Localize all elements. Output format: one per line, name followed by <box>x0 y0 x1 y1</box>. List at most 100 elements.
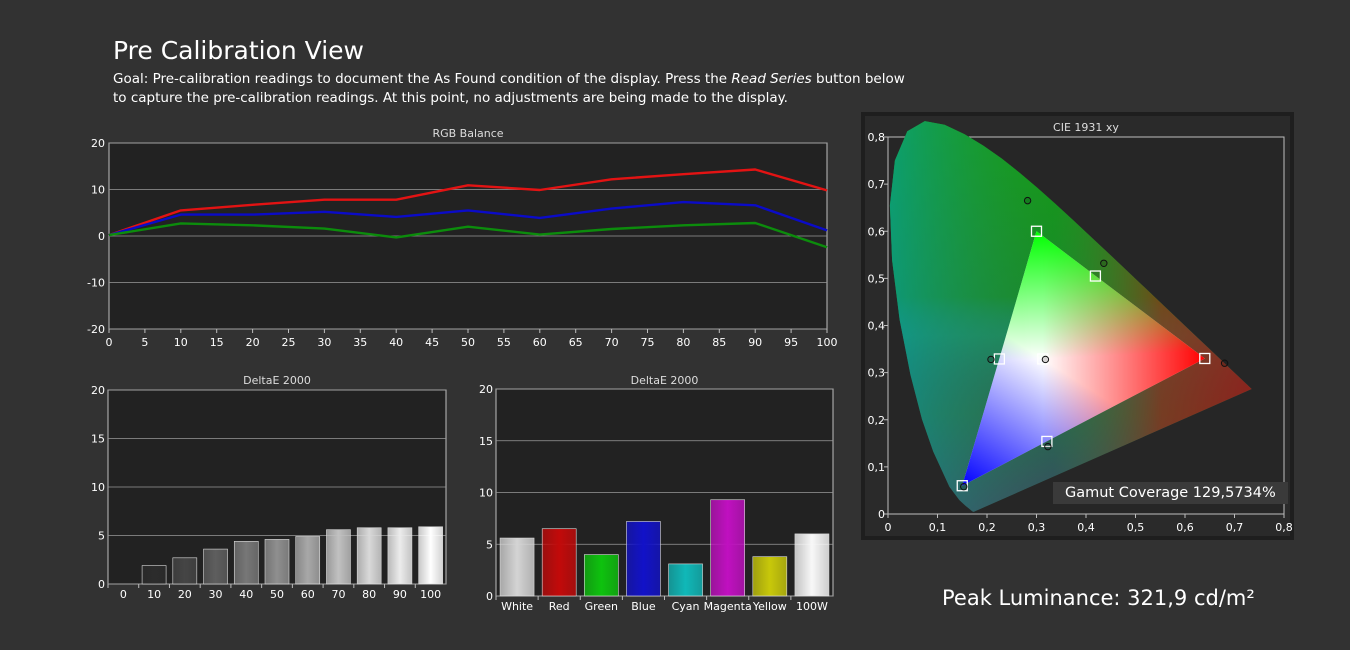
x-tick-label: 55 <box>497 336 511 349</box>
cie-1931-chart: CIE 1931 xy 0,8 0,7 0,6 0,5 0,4 0,3 0,2 0,1 0 0 0,1… <box>861 112 1294 540</box>
y-tick-label: -20 <box>87 323 105 336</box>
x-tick-label: 0,7 <box>1226 521 1244 534</box>
y-tick-label: 10 <box>479 487 493 500</box>
bar-40 <box>233 541 259 585</box>
x-tick-label: Red <box>549 600 570 613</box>
x-tick-label: 0,6 <box>1176 521 1194 534</box>
goal-description: Goal: Pre-calibration readings to docume… <box>113 70 913 108</box>
target-red <box>1199 352 1211 365</box>
measured-magenta <box>1044 442 1052 451</box>
x-tick-label: 45 <box>425 336 439 349</box>
bar-magenta <box>710 499 745 597</box>
bar-20 <box>172 557 198 585</box>
x-tick-label: 0 <box>885 521 892 534</box>
bar-cyan <box>668 563 703 597</box>
x-tick-label: 10 <box>174 336 188 349</box>
x-tick-label: 35 <box>353 336 367 349</box>
bar-yellow <box>752 556 788 597</box>
series-line-2 <box>108 221 828 249</box>
y-tick-label: 15 <box>91 433 105 446</box>
bar-blue <box>626 521 661 597</box>
measured-green <box>1023 196 1032 205</box>
x-tick-label: 0 <box>106 336 113 349</box>
target-white <box>1037 353 1049 365</box>
gamut-triangle-blue <box>962 231 1205 486</box>
deltae-color-svg: DeltaE 2000 20 15 10 5 0 White Red Green Blue Cyan… <box>479 374 834 613</box>
y-tick-label: 20 <box>91 384 105 397</box>
bar-100 <box>418 526 443 585</box>
x-tick-label: Magenta <box>704 600 752 613</box>
measured-blue <box>960 482 968 491</box>
bar-green <box>584 554 619 597</box>
chart-title: DeltaE 2000 <box>243 374 311 387</box>
x-tick-label: 100 <box>420 588 441 601</box>
target-magenta <box>1041 435 1053 448</box>
cie-1931-svg: CIE 1931 xy 0,8 0,7 0,6 0,5 0,4 0,3 0,2 0,1 00 0,1… <box>868 121 1293 534</box>
x-tick-label: 100W <box>796 600 828 613</box>
y-tick-label: 0,4 <box>868 320 886 333</box>
x-tick-label: 70 <box>605 336 619 349</box>
goal-text-end: button below to capture the pre-calibrat… <box>113 71 905 106</box>
y-tick-label: 0 <box>878 508 885 521</box>
x-tick-label: 5 <box>141 336 148 349</box>
y-tick-label: 0,5 <box>868 272 886 285</box>
chart-title: CIE 1931 xy <box>1053 121 1119 134</box>
bar-90 <box>387 527 413 585</box>
y-tick-label: 0,2 <box>868 414 886 427</box>
x-tick-label: 85 <box>712 336 726 349</box>
x-tick-label: 60 <box>533 336 547 349</box>
x-tick-label: 95 <box>784 336 798 349</box>
x-tick-label: 65 <box>569 336 583 349</box>
x-tick-label: Green <box>585 600 618 613</box>
y-tick-label: -10 <box>87 277 105 290</box>
x-tick-label: 15 <box>210 336 224 349</box>
x-tick-label: Cyan <box>672 600 700 613</box>
peak-luminance-label: Peak Luminance: 321,9 cd/m² <box>942 586 1255 610</box>
x-tick-label: 40 <box>389 336 403 349</box>
x-tick-label: 20 <box>246 336 260 349</box>
x-tick-label: 90 <box>393 588 407 601</box>
x-tick-label: 30 <box>209 588 223 601</box>
x-tick-label: Blue <box>631 600 656 613</box>
bar-30 <box>203 548 228 585</box>
x-tick-label: 80 <box>362 588 376 601</box>
y-tick-label: 5 <box>98 530 105 543</box>
x-tick-label: 0,2 <box>978 521 996 534</box>
y-tick-label: 0 <box>486 590 493 603</box>
page-title: Pre Calibration View <box>113 36 364 65</box>
x-tick-label: 90 <box>748 336 762 349</box>
y-tick-label: 10 <box>91 481 105 494</box>
y-tick-label: 5 <box>486 538 493 551</box>
x-tick-label: Yellow <box>752 600 787 613</box>
x-tick-label: 80 <box>676 336 690 349</box>
x-tick-label: 100 <box>817 336 838 349</box>
x-tick-label: 0,5 <box>1127 521 1145 534</box>
target-yellow <box>1089 270 1102 282</box>
y-tick-label: 0,3 <box>868 367 886 380</box>
measured-white <box>1041 355 1050 364</box>
rgb-balance-chart: RGB Balance 20 10 0 -10 -20 0 5 10 15 20 25 30 35 40 45… <box>70 122 845 352</box>
x-tick-label: 20 <box>178 588 192 601</box>
deltae-grayscale-chart: DeltaE 2000 20 15 10 5 0 0 10 20 30 40 50 60 70 80 90 10… <box>70 370 455 610</box>
bar-100w <box>794 533 830 597</box>
measured-yellow <box>1100 259 1108 267</box>
x-tick-label: 25 <box>282 336 296 349</box>
read-series-emphasis: Read Series <box>731 71 812 87</box>
x-tick-label: 70 <box>331 588 345 601</box>
x-tick-label: 50 <box>270 588 284 601</box>
bar-50 <box>264 539 290 585</box>
x-tick-label: 30 <box>317 336 331 349</box>
y-tick-label: 0,6 <box>868 225 886 238</box>
bar-red <box>541 528 577 597</box>
x-tick-label: 0,8 <box>1275 521 1293 534</box>
x-tick-label: 75 <box>641 336 655 349</box>
bar-70 <box>326 529 351 585</box>
deltae-color-chart: DeltaE 2000 20 15 10 5 0 White Red Green Blue Cyan… <box>458 370 843 615</box>
x-tick-label: 10 <box>147 588 161 601</box>
x-tick-label: 0,3 <box>1028 521 1046 534</box>
series-line-0 <box>108 168 828 237</box>
y-tick-label: 20 <box>479 383 493 396</box>
x-tick-label: White <box>501 600 533 613</box>
bar-10 <box>141 565 167 585</box>
